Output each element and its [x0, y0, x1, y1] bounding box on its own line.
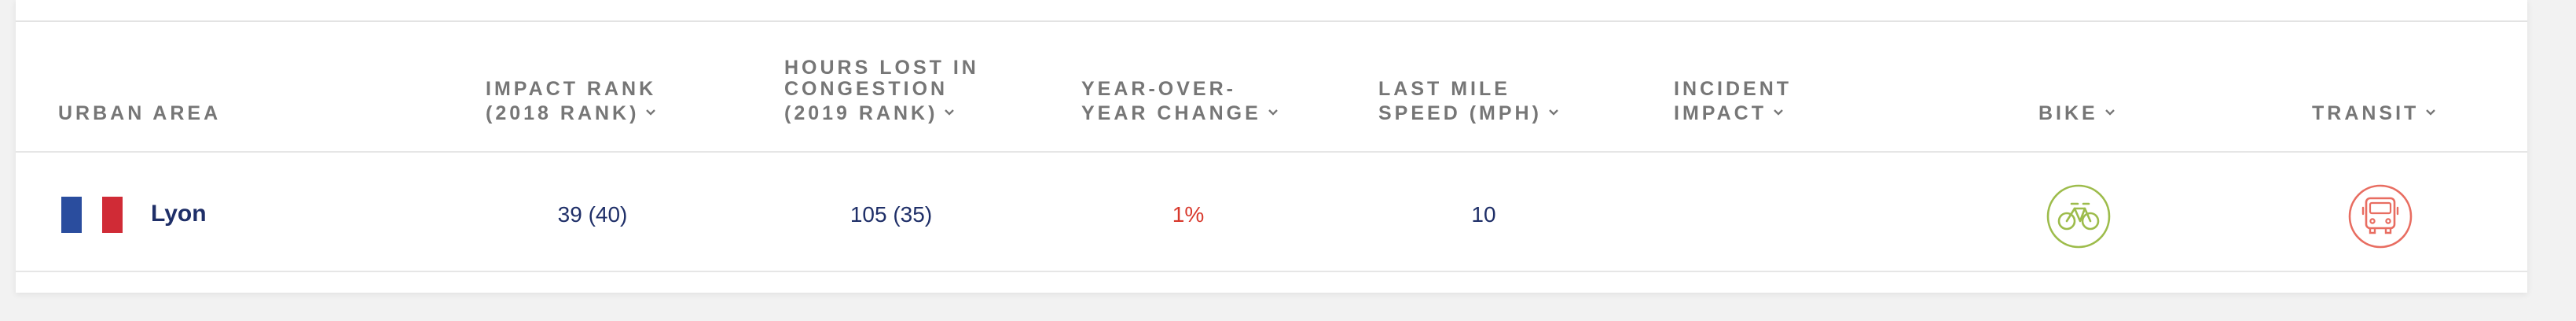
france-flag-icon: [61, 197, 123, 233]
chevron-down-icon: [2104, 100, 2115, 121]
header-last-mile-speed-label: LAST MILE SPEED (MPH): [1378, 78, 1542, 124]
traffic-scorecard-table: URBAN AREA IMPACT RANK (2018 RANK) HOURS…: [16, 0, 2527, 293]
header-urban-area-label: URBAN AREA: [58, 102, 222, 124]
chevron-down-icon: [2425, 100, 2436, 121]
city-name-link[interactable]: Lyon: [151, 201, 207, 227]
header-hours-lost[interactable]: HOURS LOST IN CONGESTION (2019 RANK): [784, 36, 979, 124]
header-hours-lost-label: HOURS LOST IN CONGESTION (2019 RANK): [784, 57, 979, 124]
flag-red-stripe: [102, 197, 123, 233]
hours-lost-value: 105 (35): [849, 202, 933, 227]
bike-icon[interactable]: [2045, 183, 2112, 250]
year-change-value: 1%: [1172, 202, 1205, 227]
last-mile-speed-value: 10: [1471, 202, 1496, 227]
chevron-down-icon: [1548, 100, 1559, 121]
impact-rank-value: 39 (40): [557, 202, 628, 227]
table-row: Lyon 39 (40) 105 (35) 1% 10: [16, 153, 2527, 271]
flag-white-stripe: [82, 197, 102, 233]
header-incident-impact-label: INCIDENT IMPACT: [1674, 78, 1793, 124]
header-last-mile-speed[interactable]: LAST MILE SPEED (MPH): [1378, 57, 1559, 124]
header-transit[interactable]: TRANSIT: [2312, 79, 2436, 124]
header-transit-label: TRANSIT: [2312, 102, 2420, 124]
chevron-down-icon: [944, 100, 955, 121]
chevron-down-icon: [1268, 100, 1279, 121]
chevron-down-icon: [1773, 100, 1784, 121]
header-year-change-label: YEAR-OVER- YEAR CHANGE: [1081, 78, 1261, 124]
header-impact-rank-label: IMPACT RANK (2018 RANK): [486, 78, 657, 124]
row-divider: [16, 271, 2527, 272]
header-impact-rank[interactable]: IMPACT RANK (2018 RANK): [486, 57, 656, 124]
header-divider: [16, 151, 2527, 153]
header-bike-label: BIKE: [2038, 102, 2098, 124]
flag-blue-stripe: [61, 197, 82, 233]
header-incident-impact[interactable]: INCIDENT IMPACT: [1674, 57, 1792, 124]
bus-icon[interactable]: [2347, 183, 2414, 250]
chevron-down-icon: [645, 100, 656, 121]
header-bike[interactable]: BIKE: [2038, 79, 2115, 124]
header-urban-area[interactable]: URBAN AREA: [58, 82, 221, 124]
header-year-change[interactable]: YEAR-OVER- YEAR CHANGE: [1081, 57, 1279, 124]
top-divider: [16, 20, 2527, 22]
table-header-row: URBAN AREA IMPACT RANK (2018 RANK) HOURS…: [16, 22, 2527, 151]
